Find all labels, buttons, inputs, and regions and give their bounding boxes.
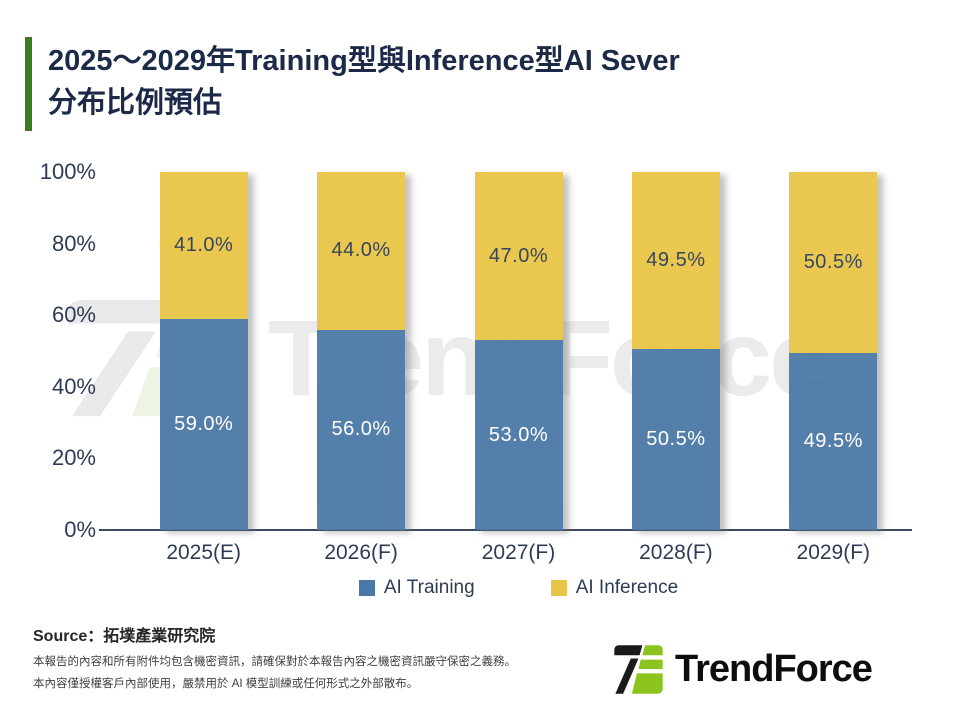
x-axis-category-label: 2026(F)	[324, 541, 398, 564]
disclaimer-line2: 本內容僅授權客戶內部使用，嚴禁用於 AI 模型訓練或任何形式之外部散布。	[33, 678, 419, 690]
y-axis-tick-label: 0%	[64, 517, 96, 542]
training-value-label: 59.0%	[174, 412, 234, 435]
bar-segment-training: 53.0%	[474, 340, 563, 530]
bar-column-2028(F): 49.5% 50.5%	[631, 172, 720, 530]
page-title-line1: 2025～2029年Training型與Inference型AI Sever	[48, 45, 680, 77]
bar-segment-inference: 41.0%	[159, 172, 248, 319]
page-title: 2025～2029年Training型與Inference型AI Sever 分…	[48, 40, 908, 124]
legend-label: AI Inference	[575, 577, 679, 598]
y-axis-tick-label: 20%	[51, 445, 96, 471]
training-value-label: 53.0%	[488, 423, 549, 446]
x-axis-category-label: 2028(F)	[639, 541, 713, 564]
x-axis-line	[99, 529, 912, 531]
x-axis-category-label: 2027(F)	[481, 541, 556, 564]
inference-value-label: 50.5%	[803, 250, 863, 273]
inference-value-label: 47.0%	[488, 244, 549, 267]
bar-segment-inference: 49.5%	[631, 172, 720, 350]
trendforce-logo-icon	[614, 645, 663, 694]
legend-label: AI Training	[383, 577, 475, 598]
bar-segment-inference: 47.0%	[474, 172, 563, 341]
bar-segment-inference: 50.5%	[789, 172, 878, 353]
chart-legend: AI Training AI Inference	[125, 577, 912, 599]
inference-value-label: 49.5%	[646, 249, 706, 272]
bar-column-2026(F): 44.0% 56.0%	[317, 172, 406, 530]
legend-swatch	[550, 580, 567, 596]
bar-segment-inference: 44.0%	[317, 172, 406, 330]
training-value-label: 56.0%	[331, 418, 391, 441]
bar-column-2025(E): 41.0% 59.0%	[159, 172, 248, 530]
y-axis-tick-label: 80%	[51, 230, 96, 256]
bar-segment-training: 56.0%	[317, 329, 406, 530]
source-note: Source：拓墣產業研究院	[33, 628, 216, 645]
trendforce-logo: TrendForce	[610, 642, 873, 697]
confidentiality-disclaimer: 本報告的內容和所有附件均包含機密資訊，請確保對於本報告內容之機密資訊嚴守保密之義…	[33, 651, 516, 695]
x-axis-category-label: 2029(F)	[796, 541, 871, 564]
page-title-line2: 分布比例預估	[48, 87, 223, 119]
y-axis-tick-label: 60%	[51, 302, 96, 328]
legend-item: AI Inference	[550, 577, 679, 599]
bar-segment-training: 49.5%	[789, 352, 878, 530]
x-axis-category-label: 2025(E)	[166, 541, 242, 564]
trendforce-logo-text: TrendForce	[675, 648, 873, 690]
bar-segment-training: 59.0%	[159, 318, 248, 530]
title-accent-bar	[25, 37, 32, 131]
inference-value-label: 41.0%	[174, 233, 234, 256]
legend-swatch	[358, 580, 375, 596]
training-value-label: 50.5%	[646, 428, 706, 451]
bar-column-2029(F): 50.5% 49.5%	[789, 172, 878, 530]
y-axis-tick-label: 100%	[39, 159, 96, 184]
training-value-label: 49.5%	[803, 429, 863, 452]
inference-value-label: 44.0%	[331, 239, 391, 262]
disclaimer-line1: 本報告的內容和所有附件均包含機密資訊，請確保對於本報告內容之機密資訊嚴守保密之義…	[33, 656, 516, 668]
bar-column-2027(F): 47.0% 53.0%	[474, 172, 563, 530]
legend-item: AI Training	[358, 577, 475, 599]
y-axis-tick-label: 40%	[51, 373, 96, 399]
bar-segment-training: 50.5%	[631, 349, 720, 530]
